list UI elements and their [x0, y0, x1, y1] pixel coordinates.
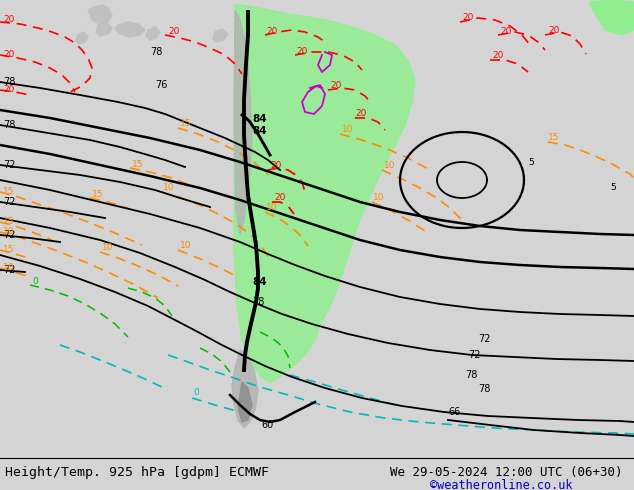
Polygon shape — [238, 382, 252, 422]
Polygon shape — [234, 10, 252, 235]
Text: 10: 10 — [384, 161, 396, 170]
Polygon shape — [234, 5, 415, 382]
Text: 84: 84 — [252, 114, 267, 124]
Text: 10: 10 — [102, 243, 113, 252]
Text: 84: 84 — [252, 126, 267, 136]
Text: 20: 20 — [3, 50, 15, 59]
Polygon shape — [96, 22, 112, 36]
Text: 72: 72 — [478, 334, 491, 344]
Text: We 29-05-2024 12:00 UTC (06+30): We 29-05-2024 12:00 UTC (06+30) — [390, 466, 623, 479]
Text: 20: 20 — [168, 27, 179, 36]
Text: 20: 20 — [3, 85, 15, 94]
Text: 20: 20 — [548, 26, 559, 35]
Text: 78: 78 — [478, 384, 490, 394]
Text: 72: 72 — [468, 350, 481, 360]
Text: Height/Temp. 925 hPa [gdpm] ECMWF: Height/Temp. 925 hPa [gdpm] ECMWF — [5, 466, 269, 479]
Text: 20: 20 — [330, 81, 341, 90]
Text: 72: 72 — [3, 197, 15, 207]
Text: 20: 20 — [266, 27, 278, 36]
Text: 72: 72 — [3, 160, 15, 170]
Text: 10: 10 — [373, 193, 384, 202]
Text: 0: 0 — [32, 277, 38, 286]
Text: 20: 20 — [500, 27, 512, 36]
Text: 78: 78 — [3, 77, 15, 87]
Text: 72: 72 — [3, 230, 15, 240]
Text: 20: 20 — [270, 161, 281, 170]
Text: 15: 15 — [548, 133, 559, 142]
Text: 10: 10 — [180, 241, 191, 250]
Text: 10: 10 — [3, 263, 15, 272]
Text: 76: 76 — [155, 80, 167, 90]
Polygon shape — [88, 5, 112, 24]
Text: 0: 0 — [193, 388, 198, 397]
Text: 10: 10 — [163, 183, 174, 192]
Text: 78: 78 — [150, 47, 162, 57]
Polygon shape — [76, 32, 88, 44]
Text: 5: 5 — [528, 158, 534, 167]
Text: 20: 20 — [492, 51, 503, 60]
Text: 10: 10 — [342, 125, 354, 134]
Text: 66: 66 — [448, 407, 460, 417]
Text: 5: 5 — [610, 183, 616, 192]
Text: 15: 15 — [3, 187, 15, 196]
Text: 10: 10 — [3, 227, 15, 236]
Text: 15: 15 — [92, 190, 103, 199]
Text: 15: 15 — [3, 245, 15, 254]
Text: 60: 60 — [262, 420, 274, 430]
Text: 84: 84 — [252, 277, 267, 287]
Text: 78: 78 — [3, 120, 15, 130]
Polygon shape — [232, 350, 258, 428]
Text: 15: 15 — [132, 160, 143, 169]
Text: 78: 78 — [465, 370, 477, 380]
Text: ©weatheronline.co.uk: ©weatheronline.co.uk — [430, 479, 573, 490]
Text: 20: 20 — [274, 193, 285, 202]
Text: 10: 10 — [266, 203, 278, 212]
Text: 72: 72 — [3, 265, 15, 275]
Text: 15: 15 — [3, 217, 15, 226]
Text: 20: 20 — [355, 109, 366, 118]
Polygon shape — [213, 29, 228, 42]
Text: 20: 20 — [296, 47, 307, 56]
Polygon shape — [590, 0, 634, 35]
Text: 78: 78 — [252, 297, 264, 307]
Polygon shape — [115, 22, 145, 37]
Text: 20: 20 — [3, 15, 15, 24]
Text: 20: 20 — [462, 13, 474, 22]
Polygon shape — [146, 27, 160, 40]
Text: 15: 15 — [180, 119, 191, 128]
